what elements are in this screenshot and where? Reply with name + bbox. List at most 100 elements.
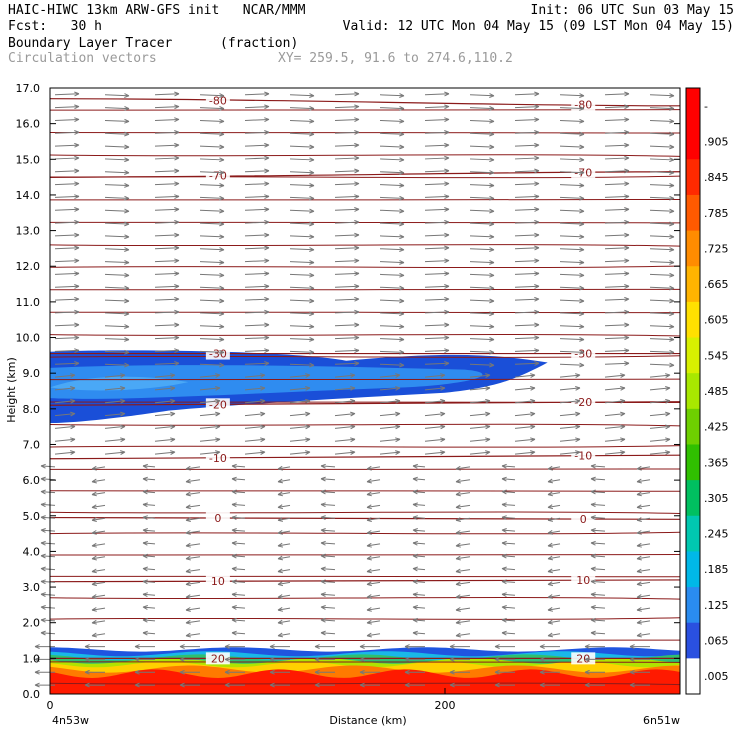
circulation-vector [320,630,336,636]
circulation-vector [469,398,491,404]
circulation-vector [604,232,630,238]
circulation-vector [539,682,560,688]
circulation-vector [514,194,540,200]
circulation-vector [154,258,180,264]
circulation-vector [54,181,80,187]
circulation-vector [501,617,516,623]
circulation-vector [142,605,156,610]
y-tick-label: 8.0 [23,403,41,416]
temperature-contour [49,401,681,406]
circulation-vector [501,489,516,495]
xy-label: XY= 259.5, 91.6 to 274.6,110.2 [278,51,513,66]
circulation-vector [559,386,581,391]
circulation-vector [404,644,425,649]
circulation-vector [91,594,106,599]
colorbar-swatch [686,88,700,125]
circulation-vector [34,682,55,688]
circulation-vector [604,117,630,123]
circulation-vector [154,232,180,238]
circulation-vector [501,540,516,546]
circulation-vector [199,93,225,98]
circulation-vector [277,581,291,587]
circulation-vector [199,131,225,137]
y-tick-label: 17.0 [16,82,41,95]
circulation-vector [590,566,606,572]
circulation-vector [179,657,200,662]
colorbar-swatch [686,159,700,196]
circulation-vector [514,271,540,277]
circulation-vector [501,476,516,482]
circulation-vector [34,657,55,662]
circulation-vector [379,411,401,417]
circulation-vector [104,208,130,214]
circulation-vector [334,373,356,378]
colorbar-swatch [686,658,700,695]
circulation-vector [142,515,156,521]
circulation-vector [91,465,106,471]
circulation-vector [424,142,450,148]
plot-frame [49,87,681,695]
circulation-vector [514,142,540,148]
circulation-vector [424,219,450,225]
circulation-vector [40,579,56,585]
circulation-vector [379,93,405,98]
circulation-vector [379,362,405,368]
circulation-vector [559,324,585,329]
circulation-vector [559,183,585,188]
circulation-vector [455,504,471,510]
circulation-vector [604,245,630,251]
circulation-vector [314,669,335,675]
circulation-vector [320,566,336,572]
circulation-vector [231,540,246,546]
circulation-vector [289,170,315,175]
circulation-vector [244,373,266,378]
contour-label: -10 [209,452,227,465]
theta-contour-line [49,531,681,535]
circulation-vector [604,450,626,455]
circulation-vector [501,592,516,598]
circulation-vector [244,386,266,391]
circulation-vector [547,606,561,612]
circulation-vector [334,424,356,430]
circulation-vector [142,630,156,636]
circulation-vector [277,606,291,612]
plot-axes: 0.0 1.0 2.0 3.0 4.0 5.0 6.0 7.0 8.0 9.0 10.0 11.0 12… [5,82,681,727]
circulation-vector [334,207,360,212]
circulation-vector [231,489,246,495]
circulation-vector [455,465,471,471]
circulation-vector [424,117,450,123]
circulation-vector [469,170,495,175]
circulation-vector [104,362,130,368]
y-tick-label: 0.0 [23,688,41,701]
circulation-vector [289,272,315,278]
circulation-vector [334,258,360,264]
circulation-vector [649,450,671,455]
circulation-vector [424,284,450,289]
circulation-vector [636,581,651,587]
circulation-vector [514,155,540,161]
circulation-vector [604,130,630,135]
circulation-vector [469,118,495,124]
circulation-vector [179,644,200,649]
circulation-vector [404,657,425,662]
circulation-vector [379,106,405,111]
circulation-vector [91,517,106,522]
circulation-vector [154,181,180,187]
circulation-vector [649,398,671,404]
circulation-vector [40,515,56,520]
circulation-vector [547,504,561,510]
circulation-vector [244,361,270,366]
circulation-vector [559,131,585,137]
circulation-vector [604,411,626,417]
circulation-vector [366,555,381,561]
circulation-vector [366,504,381,510]
circulation-vector [289,106,315,111]
circulation-vector [199,183,225,188]
circulation-vector [231,617,246,623]
circulation-vector [501,463,516,469]
header-valid-time: Valid: 12 UTC Mon 04 May 15 (09 LST Mon … [342,19,734,34]
circulation-vector [604,373,626,378]
circulation-vector [84,657,105,662]
y-tick-label: 15.0 [16,153,41,166]
circulation-vector [379,324,405,329]
